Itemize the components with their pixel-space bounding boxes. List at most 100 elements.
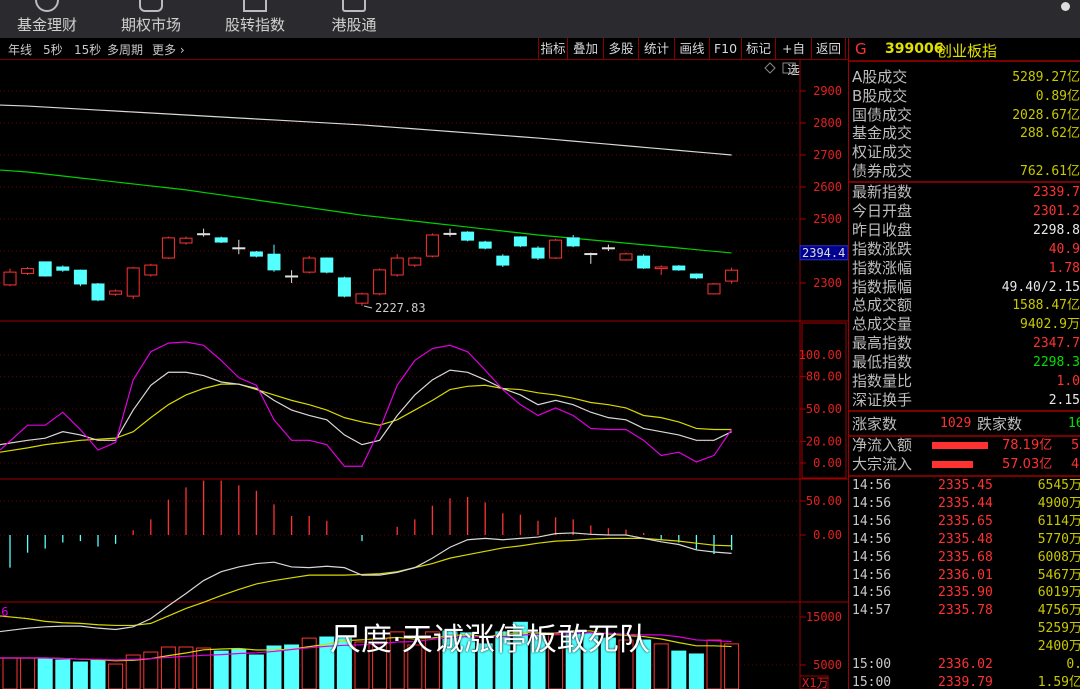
toolbar-button[interactable]: 标记 [742,38,776,60]
panel-toggle-icon[interactable] [782,62,796,74]
nav-fund[interactable]: 基金理财 [12,0,82,38]
candle [531,247,545,259]
period-more[interactable]: 更多 › [152,43,185,57]
volume-ma10-line [0,631,732,661]
nav-index[interactable]: 股转指数 [220,0,290,38]
volume-bar [160,646,176,689]
tick-time: 15:00 [852,674,892,689]
period-15s[interactable]: 15秒 [74,43,102,57]
row-extra: 5 [1071,438,1080,453]
nav-label: 基金理财 [16,16,77,34]
price-tag-box [799,245,848,261]
toolbar-button[interactable]: 统计 [639,38,675,60]
row-value: 1.0 [1056,374,1080,389]
quote-code: 399006 [885,41,944,57]
volume-bar [548,634,564,689]
row-label: B股成交 [852,86,908,105]
stat-row: 最低指数 2298.3 [852,353,1080,372]
turnover-row: 债券成交 762.61亿 [852,162,1080,181]
tick-row: 14:57 2335.78 4756万 [852,602,1080,620]
row-value: 2301.2 [1033,203,1080,219]
ma-mid-line [0,169,732,254]
tick-row: 5259万 [852,620,1080,638]
tick-row: 14:56 2335.44 4900万 [852,495,1080,513]
tick-price: 2335.90 [938,585,993,601]
candle [3,271,17,286]
toolbar-button[interactable]: 画线 [675,38,710,60]
candle [566,237,580,247]
nav-options[interactable]: 期权市场 [116,0,186,38]
nav-hk-connect[interactable]: 港股通 [324,0,384,38]
row-value: 0.89亿 [1035,88,1080,104]
volume-bar [90,659,106,689]
candle [637,255,651,269]
row-label: 指数振幅 [852,277,913,296]
kdj-d-line [0,383,732,453]
candle [267,253,281,271]
turnover-row: 国债成交 2028.67亿 [852,106,1080,125]
up-count-label: 涨家数 [852,415,898,433]
tick-time: 14:56 [852,513,892,529]
volume-bar [389,631,405,689]
divider [849,435,1080,437]
candle [214,237,228,243]
row-label: 今日开盘 [852,201,913,220]
candle [513,236,527,247]
candle [285,275,299,278]
macd-dea-line [0,537,732,627]
tick-volume: 6114万 [1037,513,1080,529]
tick-row: 15:00 2336.02 0. [852,656,1080,674]
macd-tick-label: 0.00 [813,528,842,542]
tick-row: 14:56 2335.48 5770万 [852,531,1080,549]
row-label: 净流入额 [852,436,913,454]
row-label: 大宗流入 [852,455,913,473]
diamond-icon[interactable] [764,62,776,74]
tick-time: 15:00 [852,657,892,672]
tick-price: 2335.65 [938,513,993,529]
volume-tick-label: 15000 [806,610,842,624]
candle [549,239,563,259]
row-label: 昨日收盘 [852,220,913,239]
tick-price: 2335.44 [938,495,993,511]
stat-row: 指数量比 1.0 [852,372,1080,391]
tick-price: 2335.68 [938,549,993,565]
turnover-row: 基金成交 288.62亿 [852,124,1080,143]
row-label: 权证成交 [852,143,913,162]
toolbar-button[interactable]: 叠加 [568,38,604,60]
tick-row: 2400万 [852,638,1080,656]
tick-volume: 6545万 [1037,478,1080,493]
toolbar-button[interactable]: F10 [710,38,742,60]
toolbar-button[interactable]: 多股 [604,38,639,60]
row-value: 57.03亿 [1002,457,1053,472]
stat-row: 最新指数 2339.7 [852,183,1080,202]
volume-left-label: 56 [0,605,8,619]
quote-panel: G 399006 创业板指 A股成交 5289.27亿 B股成交 0.89亿 国债成交 2… [848,38,1080,689]
nav-label: 股转指数 [224,16,285,34]
candle [390,257,404,276]
period-multi[interactable]: 多周期 [107,43,144,57]
tick-time: 14:56 [852,585,892,601]
macd-dif-line [0,532,732,633]
row-value: 2298.8 [1033,222,1080,238]
tick-row: 14:56 2335.45 6545万 [852,477,1080,495]
turnover-row: A股成交 5289.27亿 [852,68,1080,87]
tick-time: 14:56 [852,549,892,565]
volume-bar [688,653,704,689]
volume-bar [671,650,687,689]
period-5s[interactable]: 5秒 [43,43,63,57]
toolbar-button[interactable]: 返回 [812,38,846,60]
row-value: 1588.47亿 [1012,298,1080,314]
chart-area[interactable]: 2300 2500 2600 2700 2800 2900 0.00 20.00 50.00 80… [0,0,848,689]
candle [672,265,686,271]
row-label: 最低指数 [852,353,913,372]
period-year[interactable]: 年线 [8,43,33,57]
toolbar-button[interactable]: 指标 [538,38,568,60]
price-tick-label: 2500 [813,212,842,226]
candle [144,264,158,276]
candle [584,253,598,256]
tick-volume: 2400万 [1037,639,1080,655]
turnover-row: B股成交 0.89亿 [852,87,1080,106]
volume-bar [512,621,528,689]
more-icon[interactable] [1061,2,1070,11]
row-value: 1.78 [1048,260,1080,276]
